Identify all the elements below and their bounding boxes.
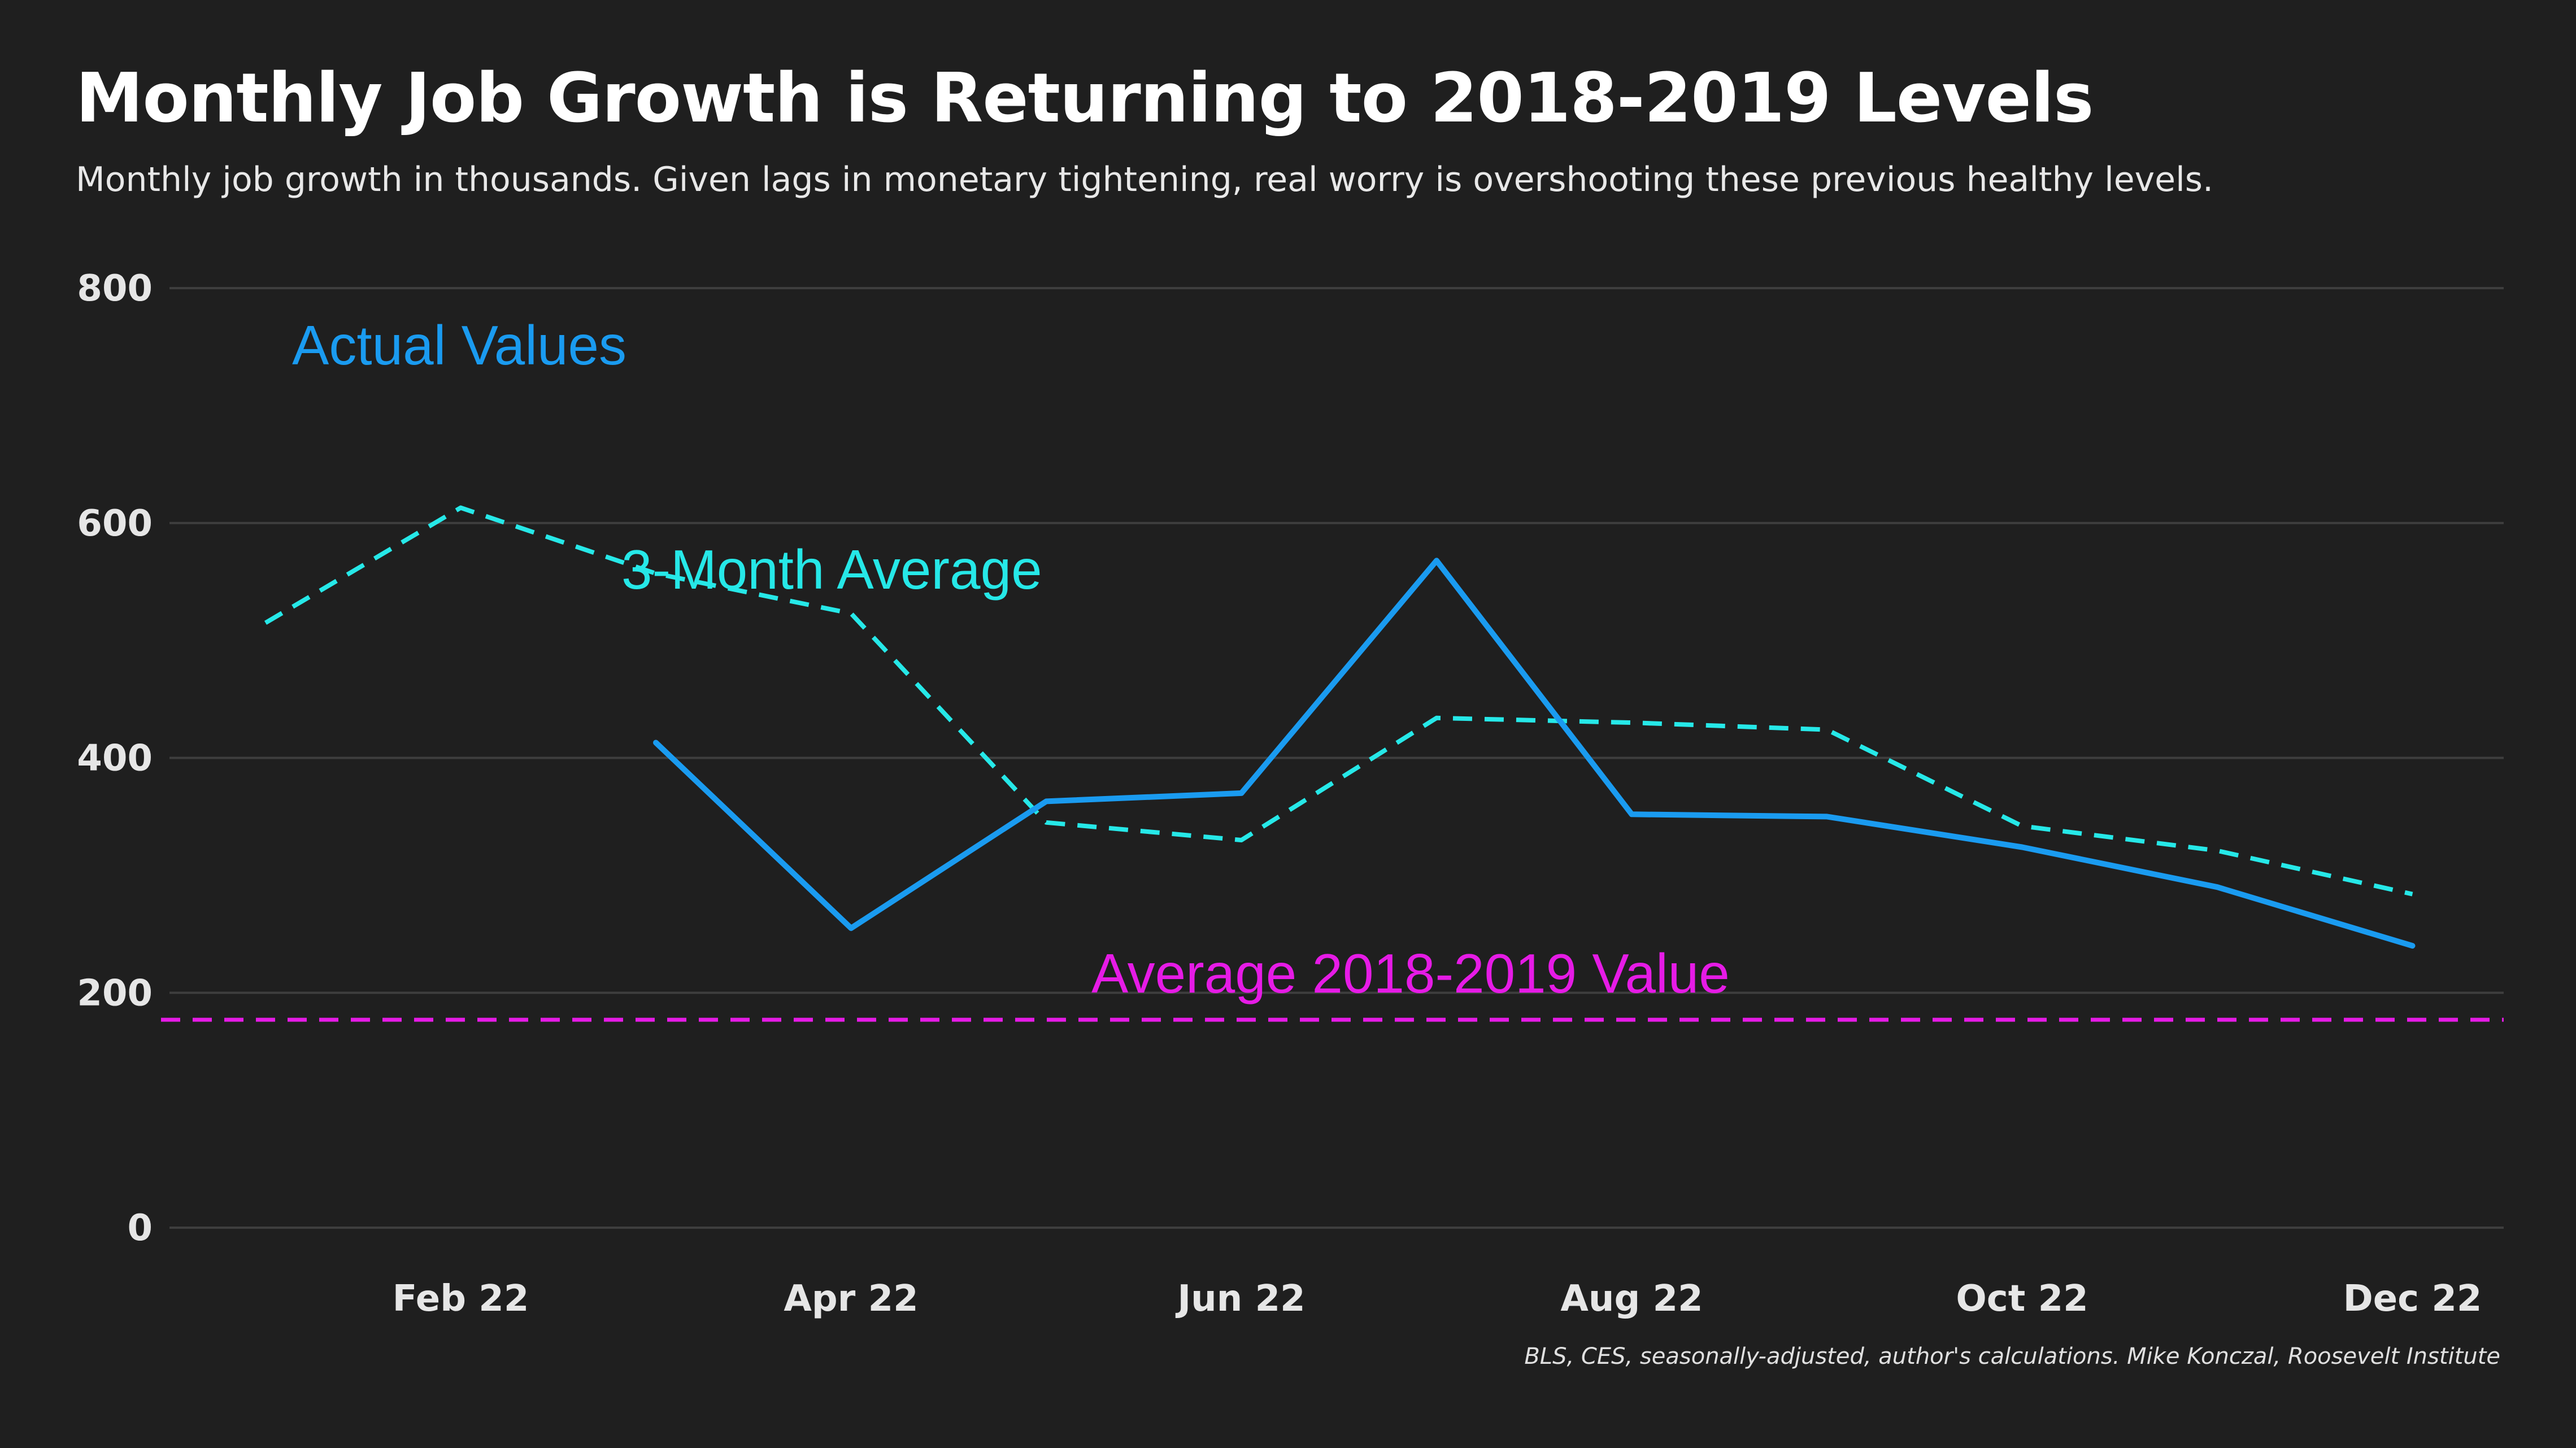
x-tick-label: Aug 22 xyxy=(1560,1278,1703,1320)
y-tick-label: 200 xyxy=(77,972,153,1014)
series-lines xyxy=(264,505,2416,949)
annotation-3-month-average: 3-Month Average xyxy=(621,538,1042,601)
y-tick-label: 400 xyxy=(77,738,153,780)
annotation-average-2018-2019: Average 2018-2019 Value xyxy=(1091,942,1730,1005)
x-axis-tick-labels: Feb 22 Apr 22 Jun 22 Aug 22 Oct 22 Dec 22 xyxy=(393,1278,2482,1320)
x-tick-label: Apr 22 xyxy=(784,1278,918,1320)
series-line-3-month-average xyxy=(264,505,2413,897)
x-tick-label: Dec 22 xyxy=(2343,1278,2482,1320)
annotations: Actual Values 3-Month Average Average 2018… xyxy=(292,314,1730,1005)
chart-title: Monthly Job Growth is Returning to 2018-… xyxy=(76,59,2094,138)
y-tick-label: 800 xyxy=(77,268,153,310)
y-tick-label: 600 xyxy=(77,503,153,545)
x-tick-label: Oct 22 xyxy=(1956,1278,2088,1320)
series-line-actual-values xyxy=(653,558,2416,949)
y-axis-tick-labels: 0 200 400 600 800 xyxy=(77,268,153,1249)
x-tick-label: Jun 22 xyxy=(1175,1278,1305,1320)
source-note: BLS, CES, seasonally-adjusted, author's … xyxy=(1524,1343,2500,1369)
annotation-actual-values: Actual Values xyxy=(292,314,626,376)
chart-subtitle: Monthly job growth in thousands. Given l… xyxy=(76,160,2214,199)
y-tick-label: 0 xyxy=(127,1207,153,1249)
grid-lines xyxy=(169,287,2504,1229)
x-tick-label: Feb 22 xyxy=(393,1278,529,1320)
